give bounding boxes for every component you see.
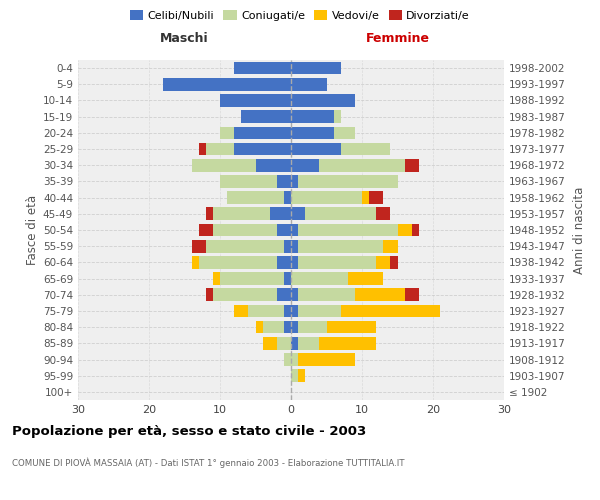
- Bar: [206, 288, 213, 301]
- Bar: [298, 370, 305, 382]
- Bar: [348, 272, 383, 285]
- Bar: [227, 192, 284, 204]
- Bar: [291, 240, 298, 252]
- Bar: [206, 240, 284, 252]
- Bar: [248, 304, 284, 318]
- Bar: [213, 224, 277, 236]
- Bar: [277, 175, 291, 188]
- Bar: [319, 159, 404, 172]
- Bar: [220, 94, 291, 107]
- Bar: [398, 224, 412, 236]
- Bar: [305, 208, 376, 220]
- Bar: [191, 240, 206, 252]
- Bar: [291, 321, 298, 334]
- Bar: [234, 304, 248, 318]
- Bar: [277, 224, 291, 236]
- Bar: [291, 208, 305, 220]
- Bar: [298, 256, 376, 268]
- Bar: [298, 175, 398, 188]
- Bar: [341, 304, 440, 318]
- Bar: [334, 126, 355, 139]
- Bar: [191, 256, 199, 268]
- Bar: [298, 224, 398, 236]
- Bar: [291, 62, 341, 74]
- Bar: [220, 126, 234, 139]
- Bar: [376, 208, 391, 220]
- Bar: [291, 192, 362, 204]
- Bar: [270, 208, 291, 220]
- Bar: [291, 337, 298, 349]
- Bar: [291, 175, 298, 188]
- Bar: [256, 321, 263, 334]
- Bar: [391, 256, 398, 268]
- Bar: [199, 256, 277, 268]
- Bar: [291, 159, 319, 172]
- Text: Femmine: Femmine: [365, 32, 430, 45]
- Bar: [383, 240, 398, 252]
- Bar: [277, 256, 291, 268]
- Bar: [341, 142, 391, 156]
- Bar: [291, 272, 348, 285]
- Bar: [319, 337, 376, 349]
- Bar: [404, 288, 419, 301]
- Bar: [362, 192, 369, 204]
- Bar: [298, 240, 383, 252]
- Bar: [291, 224, 298, 236]
- Bar: [298, 321, 326, 334]
- Bar: [263, 321, 284, 334]
- Bar: [412, 224, 419, 236]
- Legend: Celibi/Nubili, Coniugati/e, Vedovi/e, Divorziati/e: Celibi/Nubili, Coniugati/e, Vedovi/e, Di…: [125, 6, 475, 25]
- Y-axis label: Fasce di età: Fasce di età: [26, 195, 39, 265]
- Bar: [298, 353, 355, 366]
- Bar: [291, 353, 298, 366]
- Bar: [263, 337, 277, 349]
- Bar: [206, 208, 213, 220]
- Bar: [220, 272, 284, 285]
- Bar: [191, 159, 256, 172]
- Bar: [234, 62, 291, 74]
- Y-axis label: Anni di nascita: Anni di nascita: [572, 186, 586, 274]
- Bar: [291, 110, 334, 123]
- Bar: [213, 208, 270, 220]
- Bar: [369, 192, 383, 204]
- Bar: [256, 159, 291, 172]
- Text: Maschi: Maschi: [160, 32, 209, 45]
- Bar: [284, 321, 291, 334]
- Bar: [241, 110, 291, 123]
- Bar: [404, 159, 419, 172]
- Bar: [199, 142, 206, 156]
- Bar: [291, 78, 326, 90]
- Bar: [291, 304, 298, 318]
- Bar: [234, 142, 291, 156]
- Bar: [284, 272, 291, 285]
- Bar: [284, 240, 291, 252]
- Text: Popolazione per età, sesso e stato civile - 2003: Popolazione per età, sesso e stato civil…: [12, 424, 366, 438]
- Bar: [291, 142, 341, 156]
- Bar: [234, 126, 291, 139]
- Bar: [291, 288, 298, 301]
- Bar: [284, 353, 291, 366]
- Bar: [376, 256, 391, 268]
- Bar: [298, 304, 341, 318]
- Bar: [291, 256, 298, 268]
- Bar: [291, 370, 298, 382]
- Bar: [291, 94, 355, 107]
- Bar: [163, 78, 291, 90]
- Bar: [334, 110, 341, 123]
- Bar: [326, 321, 376, 334]
- Bar: [277, 337, 291, 349]
- Bar: [355, 288, 404, 301]
- Bar: [213, 272, 220, 285]
- Bar: [298, 288, 355, 301]
- Bar: [284, 304, 291, 318]
- Bar: [220, 175, 277, 188]
- Bar: [291, 126, 334, 139]
- Bar: [298, 337, 319, 349]
- Bar: [199, 224, 213, 236]
- Bar: [284, 192, 291, 204]
- Bar: [213, 288, 277, 301]
- Text: COMUNE DI PIOVÀ MASSAIA (AT) - Dati ISTAT 1° gennaio 2003 - Elaborazione TUTTITA: COMUNE DI PIOVÀ MASSAIA (AT) - Dati ISTA…: [12, 457, 404, 468]
- Bar: [277, 288, 291, 301]
- Bar: [206, 142, 234, 156]
